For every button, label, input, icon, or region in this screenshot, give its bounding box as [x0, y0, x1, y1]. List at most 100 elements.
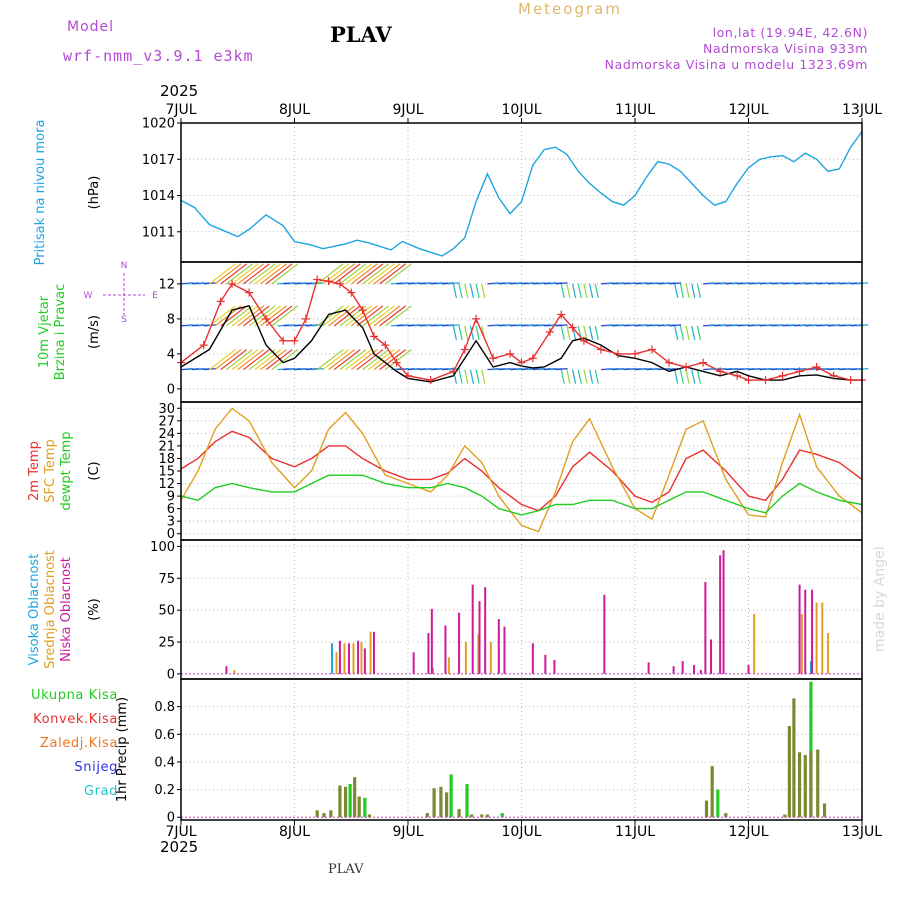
- y-tick-label: 0: [167, 382, 175, 397]
- bar-niska-oblacnost: [693, 664, 696, 674]
- wind-barb: [384, 349, 412, 371]
- bar-srednja-oblacnost: [343, 643, 346, 674]
- bar-konvek-kisa: [704, 800, 709, 818]
- bar-niska-oblacnost: [471, 584, 474, 674]
- time-axis-label-top: 10JUL: [502, 102, 542, 118]
- wind-barb: [248, 349, 276, 371]
- gust-marker: [528, 354, 537, 363]
- compass-south: S: [121, 315, 127, 325]
- wind-barb: [333, 263, 361, 285]
- wind-barb: [316, 305, 344, 327]
- wind-barb: [669, 324, 682, 327]
- wind-barb: [271, 263, 299, 285]
- wind-barb: [356, 305, 384, 327]
- panel-frame: [180, 678, 863, 821]
- wind-barb: [265, 305, 293, 327]
- wind-barb: [350, 263, 378, 285]
- wind-barb: [469, 369, 475, 384]
- bar-niska-oblacnost: [531, 643, 534, 674]
- bar-srednja-oblacnost: [352, 643, 355, 674]
- wind-barb: [237, 263, 265, 285]
- time-axis-label-top: 9JUL: [392, 102, 423, 118]
- gust-marker: [631, 349, 639, 358]
- wind-barb: [458, 325, 463, 341]
- bar-niska-oblacnost: [811, 589, 814, 674]
- wind-barb: [356, 349, 384, 371]
- wind-barb: [384, 305, 412, 327]
- wind-barb: [226, 305, 253, 327]
- wind-barb: [594, 283, 599, 299]
- y-tick-label: 25: [158, 636, 175, 651]
- y-tick-label: 6: [167, 502, 175, 517]
- wind-barb: [469, 325, 475, 341]
- bar-srednja-oblacnost: [477, 634, 480, 674]
- wind-barb: [226, 349, 253, 371]
- wind-barb: [271, 305, 299, 327]
- bar-niska-oblacnost: [458, 612, 461, 674]
- model-name: wrf-nmm_v3.9.1 e3km: [63, 47, 254, 65]
- wind-barb: [469, 283, 475, 299]
- bar-konvek-kisa: [338, 785, 342, 818]
- wind-barb: [328, 305, 355, 327]
- wind-barb: [248, 305, 276, 327]
- panel-label: dewpt Temp: [59, 431, 74, 510]
- wind-barb: [685, 369, 690, 384]
- wind-barb: [447, 324, 460, 327]
- bar-srednja-oblacnost: [821, 602, 824, 674]
- wind-barb: [260, 305, 287, 327]
- bar-konvek-kisa: [710, 766, 714, 818]
- gust-marker: [579, 336, 588, 345]
- bar-konvek-kisa: [783, 814, 787, 818]
- gust-marker: [369, 332, 378, 341]
- wind-barb: [566, 369, 571, 384]
- bar-srednja-oblacnost: [489, 642, 492, 674]
- bar-niska-oblacnost: [719, 555, 722, 674]
- bar-niska-oblacnost: [722, 550, 725, 674]
- wind-barb: [594, 325, 599, 341]
- wind-barb: [316, 349, 344, 371]
- wind-barb: [566, 283, 571, 299]
- wind-barb: [583, 369, 588, 384]
- wind-barb: [345, 305, 372, 327]
- bar-konvek-kisa: [792, 698, 796, 818]
- bar-niska-oblacnost: [412, 652, 415, 674]
- gust-marker: [795, 367, 804, 376]
- wind-barb: [254, 263, 282, 285]
- gust-marker: [812, 363, 821, 371]
- wind-barb: [260, 349, 287, 371]
- bar-niska-oblacnost: [798, 584, 801, 674]
- y-tick-label: 1020: [142, 117, 175, 132]
- model-label: Model: [67, 19, 115, 35]
- wind-barb: [220, 263, 248, 285]
- bar-niska-oblacnost: [338, 640, 341, 674]
- wind-barb: [333, 349, 361, 371]
- bar-srednja-oblacnost: [815, 602, 818, 674]
- wind-barb: [583, 283, 588, 299]
- bar-niska-oblacnost: [427, 633, 430, 674]
- panel-label: Srednja Oblacnost: [43, 550, 58, 669]
- time-axis-label-bottom: 12JUL: [729, 824, 769, 840]
- gust-marker: [716, 367, 725, 376]
- wind-barb: [333, 305, 361, 327]
- wind-barb: [475, 325, 480, 341]
- y-tick-label: 1014: [142, 189, 175, 204]
- wind-barb: [447, 282, 460, 285]
- gust-marker: [829, 371, 838, 380]
- gust-marker: [699, 358, 708, 367]
- y-tick-label: 1017: [142, 153, 175, 168]
- wind-barb: [594, 369, 599, 384]
- wind-barb: [583, 325, 588, 341]
- bar-ukupna-kisa: [809, 681, 813, 818]
- gust-marker: [347, 288, 356, 297]
- wind-barb: [373, 305, 401, 327]
- bar-konvek-kisa: [787, 726, 791, 818]
- wind-barb: [271, 349, 299, 371]
- wind-barb: [209, 305, 236, 327]
- page-title: PLAV: [330, 22, 392, 47]
- wind-barb: [674, 283, 679, 299]
- y-tick-label: 0.8: [154, 700, 175, 715]
- bar-niska-oblacnost: [372, 631, 375, 674]
- gust-marker: [517, 358, 526, 367]
- wind-barb: [589, 369, 594, 384]
- wind-barb: [458, 369, 463, 384]
